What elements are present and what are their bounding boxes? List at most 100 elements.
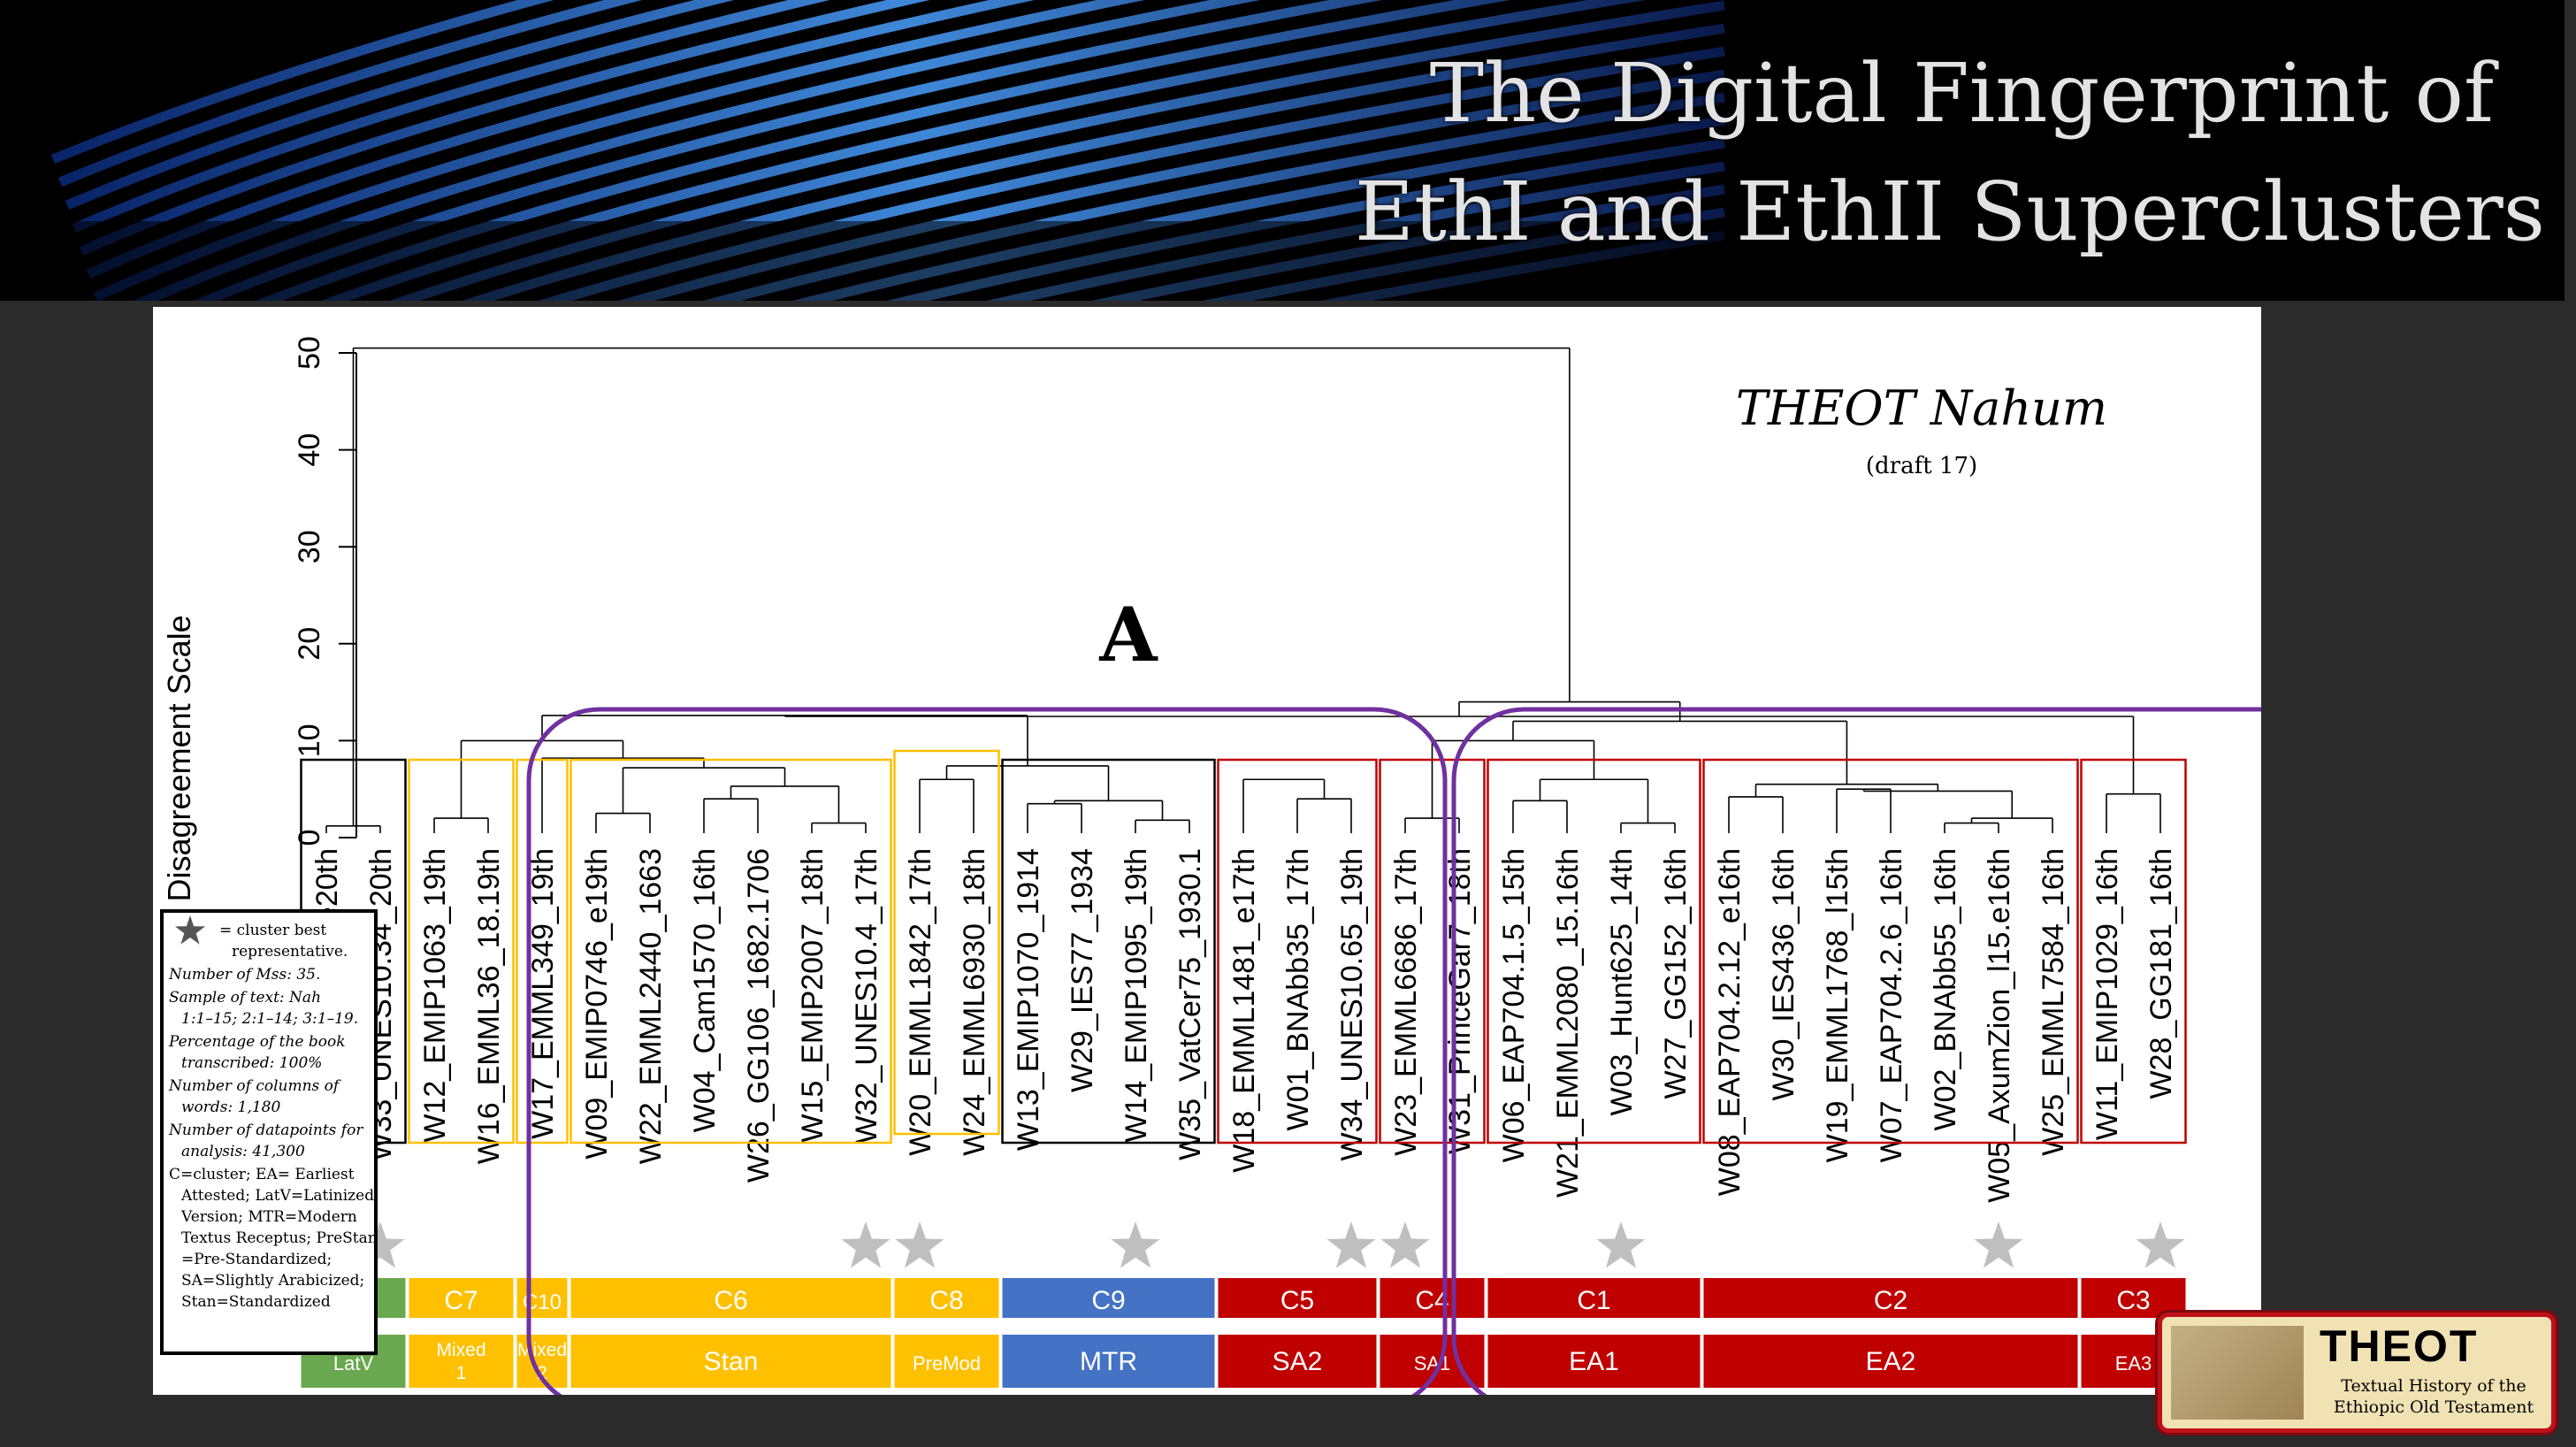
leaf-label: W28_GG181_16th xyxy=(2144,848,2178,1099)
leaf-label: W25_EMML7584_16th xyxy=(2037,848,2070,1156)
leaf-label: W15_EMIP2007_18th xyxy=(796,848,829,1143)
cluster-label: C3 xyxy=(2116,1286,2150,1315)
cluster-outline xyxy=(1001,758,1216,1145)
fingerprint-ridge xyxy=(50,0,554,165)
leaf-label: W26_GG106_1682.1706 xyxy=(742,848,776,1183)
cluster-label: C5 xyxy=(1280,1286,1314,1315)
annotation-label: A xyxy=(1098,591,1158,678)
banner-shadow xyxy=(0,221,1769,301)
chart-panel: 0 10 20 30 40 50 Disagreement Scale THEOT Nahum… xyxy=(153,307,2261,1395)
dendrogram-chart: 0 10 20 30 40 50 Disagreement Scale THEOT Nahum… xyxy=(160,336,2261,1395)
group-label: 2 xyxy=(537,1363,547,1383)
legend-box xyxy=(160,909,378,1355)
cluster-bar xyxy=(2081,1278,2186,1318)
leaf-label: W12_EMIP1063_19th xyxy=(418,848,452,1143)
group-bar xyxy=(1002,1335,1215,1388)
group-label: PreMod xyxy=(913,1352,981,1374)
fingerprint-ridge xyxy=(65,0,735,211)
leaf-label: W20_EMML1842_17th xyxy=(904,848,937,1156)
logo-subtitle: Textual History of the Ethiopic Old Test… xyxy=(2333,1376,2534,1417)
leaf-label: W32_UNES10.4_17th xyxy=(850,848,883,1145)
cluster-outline xyxy=(516,758,569,1145)
fingerprint-ridge xyxy=(462,23,1725,301)
group-bar xyxy=(894,1335,999,1388)
fingerprint-ridge xyxy=(321,0,1647,301)
legend-line: transcribed: 100% xyxy=(181,1054,322,1072)
leaf-label: W14_EMIP1095_19th xyxy=(1120,848,1153,1143)
fingerprint-ridge xyxy=(79,0,930,256)
star-icon xyxy=(1591,1215,1651,1273)
cluster-outline xyxy=(893,749,1000,1136)
cluster-outline xyxy=(1217,758,1378,1145)
cluster-outline xyxy=(1379,758,1486,1145)
fingerprint-ridge xyxy=(72,0,830,234)
cluster-bar xyxy=(570,1278,891,1318)
star-icon xyxy=(1375,1215,1435,1273)
leaf-label: W04_Cam1570_16th xyxy=(688,848,722,1132)
legend-abbrev: C=cluster; EA= Earliest xyxy=(169,1166,355,1183)
legend-abbrev: Version; MTR=Modern xyxy=(180,1208,357,1226)
cluster-outline xyxy=(408,758,515,1145)
star-icon xyxy=(1105,1215,1166,1273)
leaf-label: W11_EMIP1029_16th xyxy=(2091,848,2124,1140)
legend-abbrev: Stan=Standardized xyxy=(181,1293,331,1311)
cluster-label: C6 xyxy=(714,1286,747,1315)
leaf-label: W21_EMML2080_15.16th xyxy=(1551,848,1585,1198)
group-label: SA2 xyxy=(1273,1347,1323,1376)
group-label: Stan xyxy=(704,1347,759,1376)
legend-line: words: 1,180 xyxy=(181,1099,281,1116)
supercluster-ethI-outline xyxy=(526,707,1448,1395)
leaf-label: W01_BNAbb35_17th xyxy=(1281,848,1315,1130)
leaf-label: W07_EAP704.2.6_16th xyxy=(1875,848,1908,1162)
cluster-bar xyxy=(1487,1278,1701,1318)
leaf-label: W05_AxumZion_l15.e16th xyxy=(1983,848,2016,1203)
group-label: Mixed xyxy=(436,1340,485,1360)
group-bar xyxy=(1703,1335,2078,1388)
legend-line: Number of Mss: 35. xyxy=(168,966,320,984)
legend: = cluster best representative. Number of M… xyxy=(160,909,378,1355)
fingerprint-ridge xyxy=(86,0,1036,279)
cluster-outline xyxy=(1702,758,2079,1145)
leaf-label: W17_EMML349_19th xyxy=(526,848,560,1139)
leaf-label: W30_IES436_16th xyxy=(1767,848,1800,1100)
header-banner: The Digital Fingerprint of EthI and EthI… xyxy=(0,0,2565,301)
leaf-label: W35_VatCer75_1930.1 xyxy=(1173,848,1207,1160)
legend-line: Number of datapoints for xyxy=(168,1122,363,1139)
group-bar xyxy=(570,1335,891,1388)
group-label: EA3 xyxy=(2115,1352,2152,1374)
leaf-label: W23_EMML6686_17th xyxy=(1389,848,1423,1156)
legend-abbrev: SA=Slightly Arabicized; xyxy=(181,1272,364,1290)
leaf-label: W31_PrinceGar7_18th xyxy=(1443,848,1477,1154)
chart-subtitle: (draft 17) xyxy=(1866,453,1977,479)
cluster-bar xyxy=(409,1278,514,1318)
star-icon xyxy=(2130,1215,2190,1273)
legend-abbrev: Textus Receptus; PreStan xyxy=(181,1229,378,1247)
leaf-label: W27_GG152_16th xyxy=(1659,848,1693,1099)
y-tick-label: 10 xyxy=(293,724,326,757)
star-icon xyxy=(1968,1215,2029,1273)
cluster-label: C7 xyxy=(444,1286,478,1315)
supercluster-ethII-outline xyxy=(1451,707,2261,1395)
leaf-label: W24_EMML6930_18th xyxy=(958,848,991,1156)
group-label: 1 xyxy=(456,1363,467,1383)
logo-title: THEOT xyxy=(2320,1321,2479,1371)
leaf-label: W08_EAP704.2.12_e16th xyxy=(1713,848,1747,1196)
y-tick-label: 50 xyxy=(293,336,326,370)
leaf-label: W29_IES77_1934 xyxy=(1066,848,1099,1092)
leaf-label: W02_BNAbb55_16th xyxy=(1929,848,1962,1130)
leaf-label: W19_EMML1768_l15th xyxy=(1821,848,1854,1162)
cluster-outline xyxy=(569,758,892,1145)
cluster-bar xyxy=(1380,1278,1485,1318)
group-label: Mixed xyxy=(517,1340,567,1360)
chart-title: THEOT Nahum xyxy=(1736,380,2107,436)
legend-line: 1:1–15; 2:1–14; 3:1–19. xyxy=(181,1010,358,1028)
leaf-label: W22_EMML2440_1663 xyxy=(634,848,668,1164)
cluster-bar xyxy=(516,1278,568,1318)
group-label: EA1 xyxy=(1569,1347,1619,1376)
y-tick-label: 30 xyxy=(293,530,326,563)
legend-line: Percentage of the book xyxy=(168,1033,346,1051)
group-label: SA1 xyxy=(1414,1352,1451,1374)
leaf-label: W16_EMML36_18.19th xyxy=(472,848,506,1164)
fingerprint-ridge xyxy=(57,0,643,188)
legend-line: Sample of text: Nah xyxy=(169,989,321,1007)
